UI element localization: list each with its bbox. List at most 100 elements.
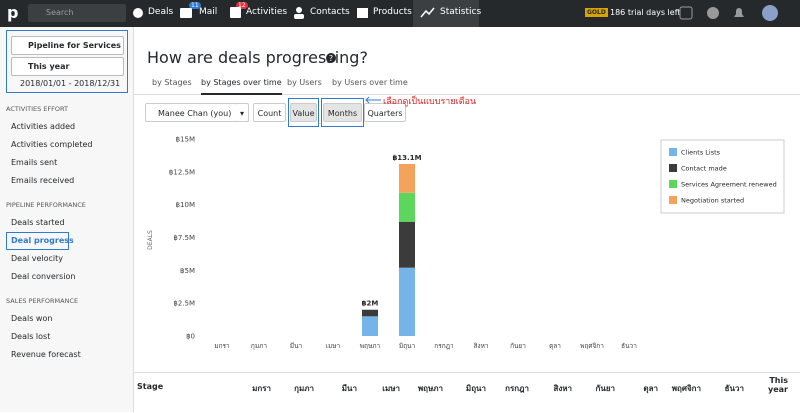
nav-item[interactable]: Mail [199,7,218,17]
table-header-cell: กุมภา [294,384,314,393]
y-tick-label: ฿15M [176,136,195,144]
legend-swatch [669,180,677,188]
bar-segment [362,309,378,317]
bar-segment [399,192,415,222]
search-box[interactable]: Search [28,4,126,22]
section-title: PIPELINE PERFORMANCE [6,201,86,209]
svg-text:?: ? [329,54,333,63]
user-select-caret[interactable]: ▾ [236,103,249,122]
period-select[interactable]: This year [11,57,124,76]
date-range: 2018/01/01 - 2018/12/31 [20,79,121,88]
sidebar-link[interactable]: Activities completed [11,140,93,149]
toggle-button[interactable]: Quarters [364,103,406,122]
sidebar: Pipeline for Services This year 2018/01/… [0,27,134,412]
x-tick-label: มีนา [290,342,303,350]
sidebar-link[interactable]: Deals won [11,314,53,323]
legend-box [660,139,785,214]
x-tick-label: ตุลา [549,342,561,350]
nav-item[interactable]: Deals [148,7,174,17]
table-header-cell: กรกฎา [505,384,529,393]
chart: DEALS ฿0 ฿2.5M ฿5M ฿7.5M ฿10M ฿12.5M ฿15M มกรา ก… [147,136,785,350]
tab[interactable]: by Stages [152,78,192,87]
toggle-button[interactable]: Value [290,103,317,122]
nav-item[interactable]: Products [373,7,412,17]
table-header-cell: พฤศจิกา [671,384,701,393]
bar-segment [399,267,415,336]
tab[interactable]: by Stages over time [201,78,282,95]
logo[interactable]: p [7,3,19,22]
sidebar-link[interactable]: Activities added [11,122,76,131]
nav-icons [133,5,778,21]
x-tick-label: กุมภา [251,342,268,350]
y-tick-label: ฿7.5M [173,234,195,242]
section-title: SALES PERFORMANCE [6,297,79,305]
legend-swatch [669,196,677,204]
sidebar-link[interactable]: Revenue forecast [11,350,81,359]
nav-item[interactable]: Statistics [440,7,482,17]
table-header-cell: ตุลา [643,384,658,393]
table-header-cell: Stage [137,382,164,391]
sidebar-link[interactable]: Deals started [11,218,65,227]
y-tick-label: ฿0 [186,333,195,341]
page-title: How are deals progressing? [147,48,368,67]
sidebar-link[interactable]: Emails sent [11,158,58,167]
toggle-button[interactable]: Count [253,103,286,122]
total-label: ฿2M [362,300,379,308]
legend-swatch [669,164,677,172]
highlight-box [6,30,128,93]
table-header-cell: ธันวา [724,384,744,393]
user-select[interactable]: Manee Chan (you) [145,103,249,122]
tab[interactable]: by Users [287,78,322,87]
x-tick-label: เมษา [326,342,341,350]
sidebar-link[interactable]: Deal velocity [11,254,64,263]
x-tick-label: ธันวา [621,342,637,350]
table-header-cell: กันยา [595,384,616,393]
y-tick-label: ฿12.5M [169,168,195,176]
table-header-cell: มิถุนา [465,384,486,393]
highlight-box [288,98,319,127]
y-tick-label: ฿2.5M [173,300,195,308]
annotation-arrow [365,96,381,104]
total-label: ฿13.1M [392,154,421,162]
sidebar-link[interactable]: Deal conversion [11,272,76,281]
table-header-cell: มกรา [252,384,271,393]
toggle-button[interactable]: Months [323,103,362,122]
mail-badge: 11 [189,2,201,9]
x-tick-label: กรกฎา [434,342,454,350]
legend-label: Contact made [681,165,727,173]
y-tick-label: ฿5M [180,267,195,275]
x-tick-label: พฤศจิกา [580,342,604,350]
bar-segment [399,163,415,193]
tab[interactable]: by Users over time [332,78,408,87]
table-header-cell: สิงหา [553,384,572,393]
pipeline-select[interactable]: Pipeline for Services [11,36,124,55]
plan-badge: GOLD [585,8,608,17]
nav-item[interactable]: Activities [246,7,288,17]
trial-text[interactable]: 186 trial days left [610,8,681,17]
sidebar-link[interactable]: Deals lost [11,332,51,341]
legend-label: Negotiation started [681,197,744,205]
top-nav: p Search Deals Mail Activities Contacts … [0,0,800,27]
search-placeholder: Search [46,8,74,17]
section-title: ACTIVITIES EFFORT [6,105,69,113]
legend-swatch [669,148,677,156]
highlight-box [321,98,364,127]
activities-badge: 12 [236,2,248,9]
x-tick-label: มกรา [214,342,230,350]
x-tick-label: พฤษภา [360,342,381,350]
table-header-cell: พฤษภา [417,384,443,393]
y-axis-label: DEALS [147,230,154,250]
sidebar-link[interactable]: Emails received [11,176,75,185]
table-header-cell: This year [768,376,788,394]
table-header-cell: เมษา [382,384,400,393]
x-tick-label: มิถุนา [399,342,416,350]
highlight-box [6,232,69,250]
nav-item[interactable]: Contacts [310,7,350,17]
sidebar-link[interactable]: Deal progress [11,236,74,245]
table-header-cell: มีนา [341,384,357,393]
tabs-rule [134,94,800,95]
x-tick-label: สิงหา [473,342,488,350]
y-tick-label: ฿10M [176,201,195,209]
help-icon[interactable]: ? [326,52,338,64]
